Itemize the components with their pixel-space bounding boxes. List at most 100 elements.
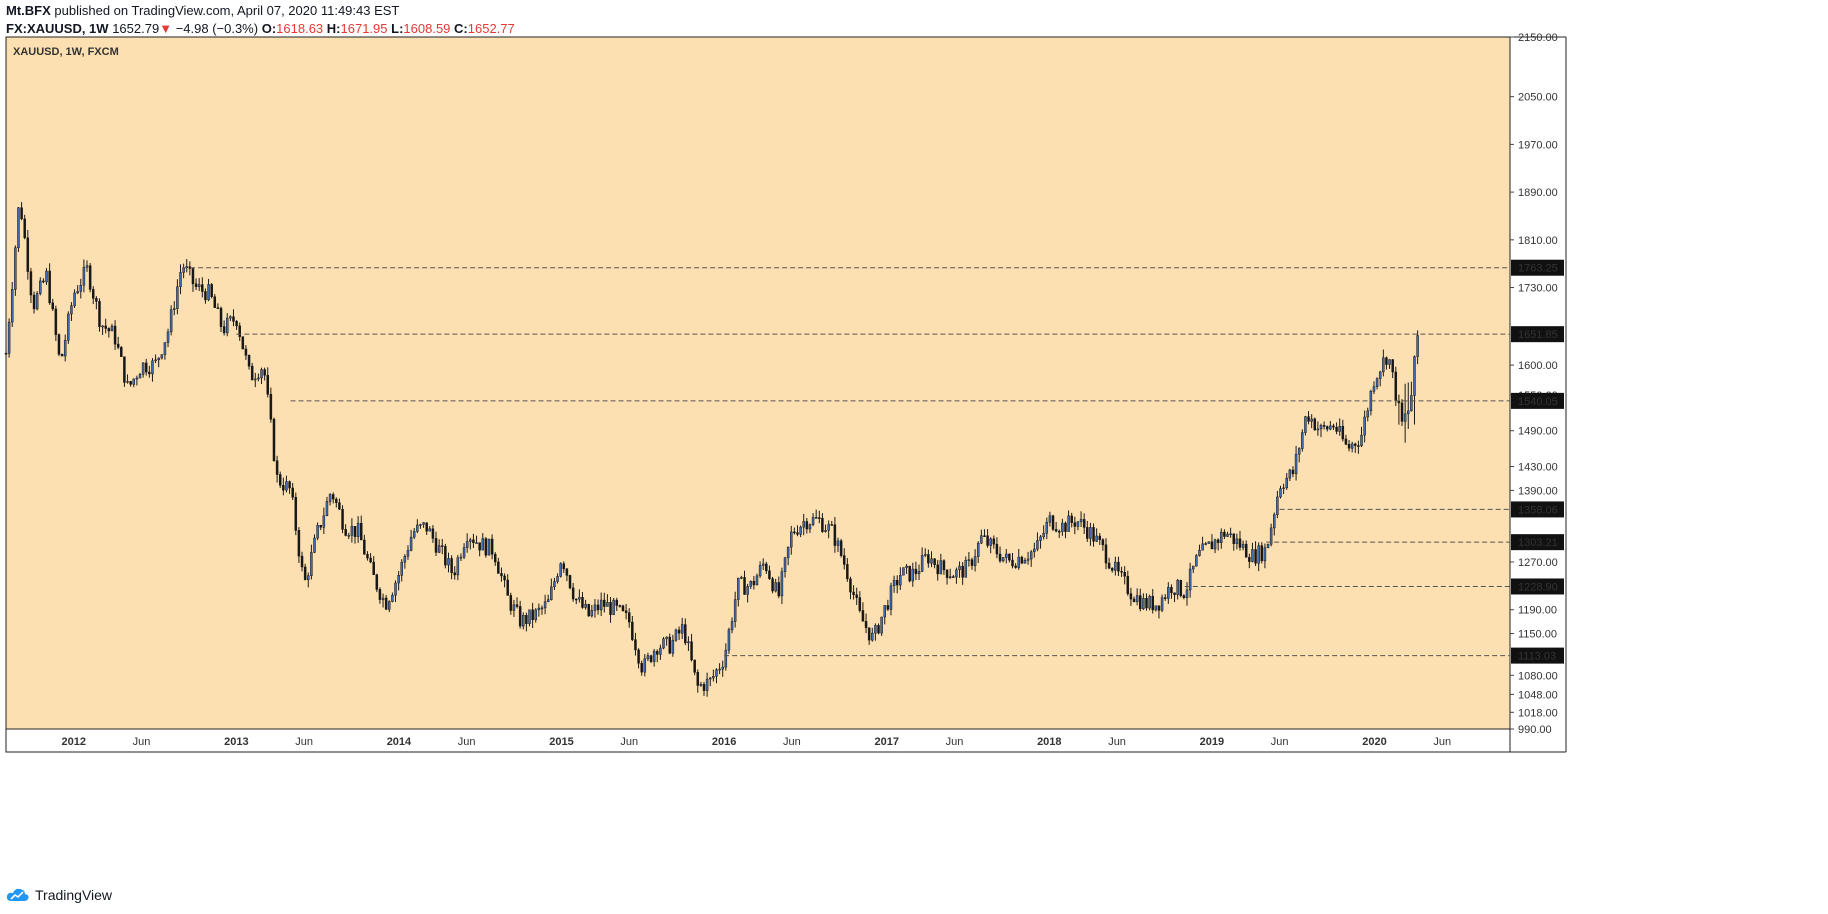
candle (1160, 597, 1164, 611)
candle (1104, 544, 1108, 564)
candle (138, 374, 142, 379)
candle (1291, 469, 1295, 475)
candle (257, 377, 260, 380)
candle (839, 540, 843, 556)
candle (662, 638, 665, 649)
x-tick-label: Jun (1271, 736, 1289, 748)
candle (48, 270, 51, 304)
candle (746, 586, 749, 595)
candle (26, 237, 30, 272)
candle (1335, 426, 1338, 432)
candle (1207, 541, 1211, 544)
candle (319, 525, 322, 528)
brand-text: TradingView (35, 887, 113, 903)
candle (282, 485, 285, 491)
level-label: 1651.85 (1518, 329, 1558, 341)
y-tick-label: 1048.00 (1518, 689, 1558, 701)
candle (160, 354, 164, 359)
candle (222, 326, 226, 334)
candle (154, 359, 157, 362)
footer-brand[interactable]: TradingView (6, 887, 112, 903)
candle (705, 678, 709, 691)
candle (1198, 549, 1201, 556)
candle (528, 609, 531, 624)
candle (1360, 434, 1363, 447)
candle (1054, 529, 1058, 532)
candle (1316, 428, 1320, 431)
candle (388, 601, 391, 610)
candle (285, 481, 288, 491)
candle (116, 343, 120, 348)
candle (821, 517, 824, 532)
candle (1391, 359, 1394, 373)
candle (325, 501, 329, 517)
candle (827, 524, 830, 531)
candle (1157, 605, 1161, 611)
candle (861, 610, 865, 622)
candle (431, 528, 435, 539)
candle (1273, 514, 1276, 529)
candle (1213, 539, 1217, 550)
candle (531, 609, 534, 621)
candle (590, 610, 594, 617)
candle (191, 268, 195, 285)
candle (1407, 410, 1410, 415)
candle (412, 531, 416, 538)
candle (652, 650, 656, 662)
candle (359, 522, 363, 541)
candle (481, 538, 485, 551)
candle (849, 578, 852, 593)
candle (1288, 469, 1292, 479)
candle (126, 381, 129, 383)
candle (88, 265, 92, 290)
candle (1400, 402, 1404, 422)
candle (783, 557, 787, 572)
candle (612, 599, 615, 615)
candle (459, 556, 463, 559)
candle (665, 636, 668, 640)
candle (509, 595, 513, 611)
candle (500, 573, 503, 577)
candle (824, 530, 827, 532)
candle (846, 564, 849, 580)
candle (1076, 521, 1080, 527)
candle (733, 599, 737, 622)
candle (1039, 536, 1042, 541)
candle (194, 283, 198, 287)
candle (1126, 575, 1130, 594)
candle (656, 650, 659, 655)
candle (952, 576, 955, 578)
candle (799, 526, 802, 535)
candle (867, 627, 871, 641)
candle (1167, 586, 1170, 599)
author-name[interactable]: Mt.BFX (6, 3, 51, 18)
candle (260, 369, 263, 379)
level-badge (1511, 392, 1564, 409)
candle (1325, 426, 1329, 430)
candle (877, 625, 880, 634)
candle (406, 550, 410, 557)
candle (631, 621, 634, 640)
candle (892, 579, 896, 587)
candle (1266, 543, 1270, 549)
publish-info: Mt.BFX published on TradingView.com, Apr… (6, 3, 399, 19)
candle (852, 591, 855, 596)
plot-area[interactable] (5, 36, 1511, 730)
candle (836, 540, 840, 546)
time-axis[interactable] (5, 728, 1511, 753)
x-tick-label: 2020 (1362, 736, 1386, 748)
candle (571, 587, 575, 600)
candle (113, 325, 117, 345)
x-tick-label: Jun (458, 736, 476, 748)
level-label: 1113.03 (1518, 651, 1556, 663)
low-value: 1608.59 (403, 21, 451, 36)
y-tick-label: 1190.00 (1518, 605, 1557, 617)
y-tick-label: 1270.00 (1518, 557, 1558, 569)
candle (39, 280, 42, 294)
candle (908, 565, 911, 582)
candle (1045, 521, 1049, 534)
candle (403, 556, 407, 563)
candle (381, 597, 385, 600)
candle (871, 632, 874, 641)
